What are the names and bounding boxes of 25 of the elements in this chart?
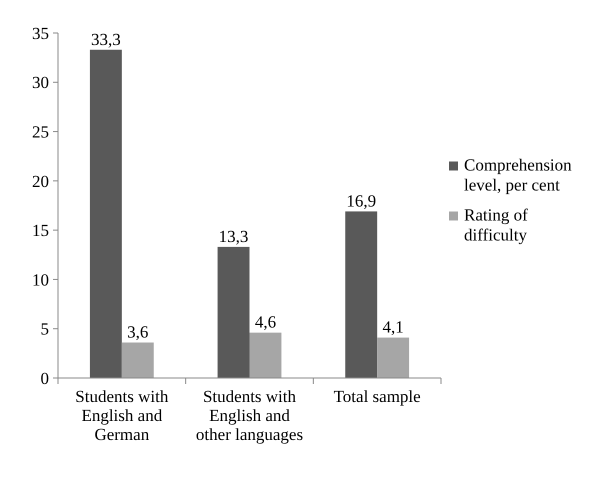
x-tick-label: Students with English and German [75,387,169,444]
y-tick-label: 5 [40,320,49,339]
legend-label: Comprehension level, per cent [464,156,572,194]
bar [122,342,154,378]
bar [377,338,410,378]
data-label: 16,9 [346,191,376,210]
bar [90,50,122,378]
x-tick-label: Total sample [334,387,421,406]
y-tick-label: 30 [32,73,49,92]
y-tick-label: 35 [32,24,49,43]
data-label: 13,3 [218,226,248,246]
y-tick-label: 0 [40,368,49,388]
bar [345,211,378,378]
data-label: 3,6 [127,322,148,342]
y-tick-label: 25 [32,122,49,142]
data-label: 33,3 [91,30,121,49]
bar [218,246,250,378]
x-tick-label: Students with English and other languages [196,387,304,444]
y-tick-label: 20 [32,172,49,191]
data-label: 4,6 [254,312,276,332]
y-tick-label: 15 [32,221,49,240]
legend-label: Rating of difficulty [464,206,528,244]
data-label: 4,1 [382,318,404,337]
y-tick-label: 10 [32,270,49,290]
bar [250,332,282,378]
